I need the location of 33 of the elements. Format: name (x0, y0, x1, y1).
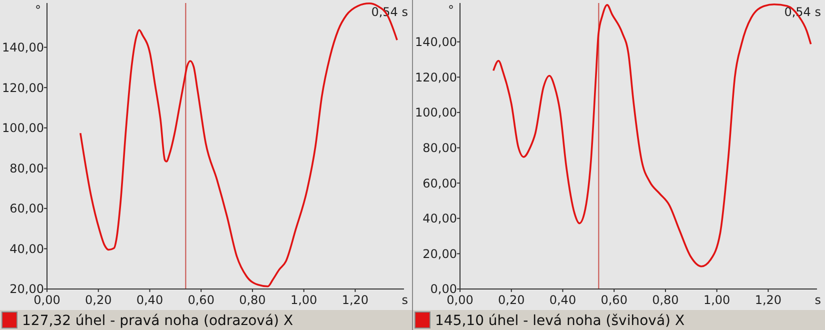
y-axis-title: ° (448, 3, 454, 17)
y-tick-label: 100,00 (415, 106, 457, 120)
x-tick-label: 0,60 (188, 293, 214, 307)
y-tick-label: 40,00 (10, 242, 44, 256)
y-tick-label: 120,00 (2, 80, 44, 95)
x-tick-label: 1,20 (342, 293, 369, 307)
y-tick-label: 80,00 (422, 140, 457, 155)
y-tick-label: 40,00 (422, 212, 457, 226)
y-axis-title: ° (35, 3, 41, 17)
x-tick-label: 1,00 (703, 293, 730, 307)
x-tick-label: 0,20 (498, 293, 525, 307)
y-tick-label: 140,00 (415, 35, 457, 50)
x-tick-label: 0,60 (600, 293, 628, 307)
y-tick-label: 80,00 (10, 161, 44, 176)
y-tick-label: 20,00 (422, 246, 457, 261)
legend-label: 127,32 úhel - pravá noha (odrazová) X (22, 313, 294, 329)
x-axis-title: s (402, 293, 408, 307)
y-tick-label: 100,00 (2, 121, 44, 136)
x-tick-label: 0,80 (652, 293, 679, 307)
y-tick-label: 60,00 (10, 202, 44, 216)
x-tick-label: 0,40 (549, 293, 576, 307)
x-tick-label: 1,20 (754, 293, 782, 307)
x-axis-title: s (814, 293, 821, 307)
x-tick-label: 1,00 (290, 293, 318, 307)
y-tick-label: 60,00 (422, 176, 457, 190)
line-series (492, 4, 812, 268)
line-series (79, 2, 398, 288)
y-tick-label: 120,00 (415, 70, 457, 84)
legend-label: 145,10 úhel - levá noha (švihová) X (435, 313, 685, 329)
x-tick-label: 0,40 (136, 293, 164, 307)
x-tick-label: 0,80 (239, 293, 266, 307)
y-tick-label: 140,00 (2, 40, 44, 55)
x-tick-label: 0,20 (85, 293, 112, 307)
